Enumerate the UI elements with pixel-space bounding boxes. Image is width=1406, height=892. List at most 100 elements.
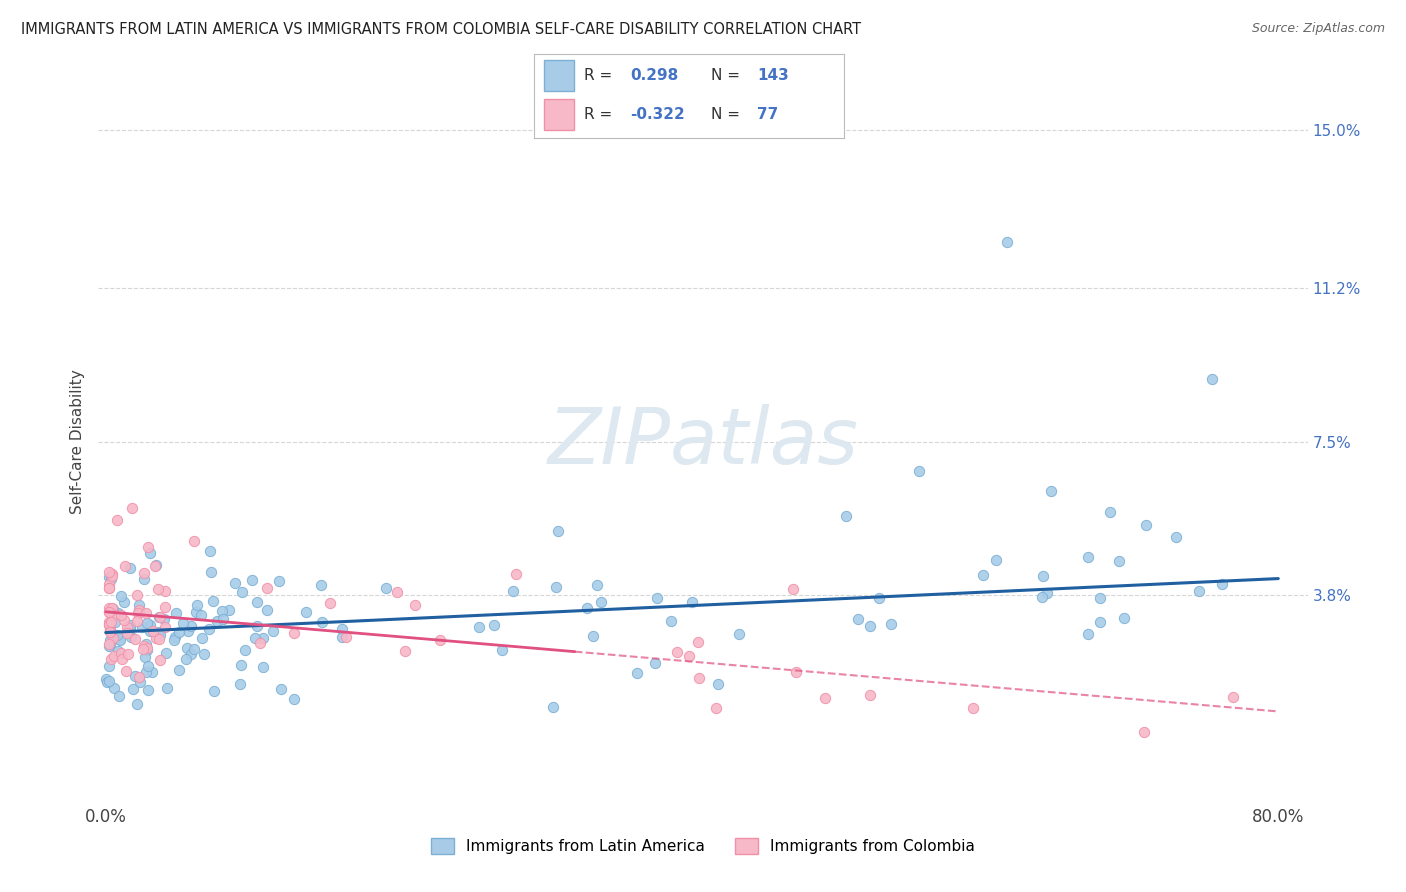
- Point: [245, 632, 267, 646]
- Point: [198, 544, 221, 558]
- Point: [100, 569, 122, 583]
- Text: 143: 143: [756, 68, 789, 83]
- Point: [1135, 517, 1157, 532]
- Point: [482, 618, 505, 632]
- Point: [202, 684, 225, 698]
- Point: [1040, 484, 1063, 499]
- Point: [100, 615, 122, 630]
- Point: [98, 674, 121, 689]
- Point: [97, 577, 120, 591]
- Point: [468, 620, 491, 634]
- Point: [98, 624, 121, 639]
- Point: [814, 690, 837, 705]
- Point: [681, 595, 703, 609]
- Point: [541, 699, 564, 714]
- Point: [186, 599, 208, 613]
- Point: [134, 649, 156, 664]
- Point: [101, 601, 124, 615]
- Point: [183, 642, 205, 657]
- Point: [330, 623, 353, 637]
- Point: [908, 464, 931, 478]
- Point: [688, 635, 710, 649]
- Point: [103, 608, 125, 623]
- Point: [295, 605, 318, 619]
- Point: [962, 701, 984, 715]
- Point: [319, 596, 342, 610]
- Point: [114, 558, 136, 573]
- Point: [589, 594, 612, 608]
- Point: [704, 700, 727, 714]
- Point: [138, 624, 160, 638]
- Point: [111, 652, 134, 666]
- Point: [1031, 590, 1053, 604]
- Point: [97, 616, 120, 631]
- Point: [252, 632, 274, 646]
- Point: [135, 665, 157, 680]
- Point: [135, 607, 157, 621]
- Point: [129, 675, 152, 690]
- Point: [176, 640, 198, 655]
- Point: [240, 573, 263, 587]
- Point: [127, 697, 149, 711]
- Point: [546, 580, 568, 594]
- Point: [1112, 611, 1135, 625]
- Point: [688, 671, 710, 685]
- Point: [110, 590, 132, 604]
- Point: [115, 625, 138, 640]
- Point: [190, 607, 212, 622]
- Point: [283, 691, 305, 706]
- Point: [200, 566, 222, 580]
- Point: [108, 633, 131, 648]
- Point: [110, 646, 132, 660]
- Point: [256, 581, 278, 595]
- Point: [256, 603, 278, 617]
- Point: [153, 620, 176, 634]
- Point: [100, 633, 122, 648]
- Point: [191, 632, 214, 646]
- Point: [880, 617, 903, 632]
- Point: [117, 624, 139, 638]
- Point: [153, 600, 176, 615]
- Point: [1077, 549, 1099, 564]
- Point: [114, 613, 136, 627]
- Point: [385, 584, 408, 599]
- Point: [128, 670, 150, 684]
- Point: [706, 676, 728, 690]
- Point: [1211, 577, 1233, 591]
- Point: [1032, 569, 1054, 583]
- Text: IMMIGRANTS FROM LATIN AMERICA VS IMMIGRANTS FROM COLOMBIA SELF-CARE DISABILITY C: IMMIGRANTS FROM LATIN AMERICA VS IMMIGRA…: [21, 22, 862, 37]
- Point: [125, 588, 148, 602]
- Point: [124, 669, 146, 683]
- Text: R =: R =: [583, 68, 612, 83]
- Point: [1108, 554, 1130, 568]
- Point: [153, 611, 176, 625]
- Point: [1201, 372, 1223, 386]
- Point: [172, 615, 194, 630]
- Point: [163, 633, 186, 648]
- Point: [100, 624, 122, 638]
- Point: [114, 595, 136, 609]
- Point: [155, 646, 177, 660]
- Point: [1077, 627, 1099, 641]
- Point: [374, 582, 396, 596]
- Point: [231, 585, 253, 599]
- Point: [218, 603, 240, 617]
- Point: [100, 652, 122, 666]
- Point: [198, 622, 221, 636]
- Point: [678, 649, 700, 664]
- Point: [146, 582, 169, 596]
- Point: [101, 600, 124, 615]
- Point: [141, 624, 163, 639]
- Point: [644, 656, 666, 670]
- Point: [502, 584, 524, 599]
- Point: [782, 582, 804, 597]
- Point: [269, 574, 291, 588]
- Point: [1088, 591, 1111, 606]
- Point: [136, 615, 159, 630]
- Point: [98, 618, 121, 632]
- Point: [233, 643, 256, 657]
- Point: [118, 621, 141, 635]
- Point: [645, 591, 668, 605]
- Point: [136, 659, 159, 673]
- Point: [136, 643, 159, 657]
